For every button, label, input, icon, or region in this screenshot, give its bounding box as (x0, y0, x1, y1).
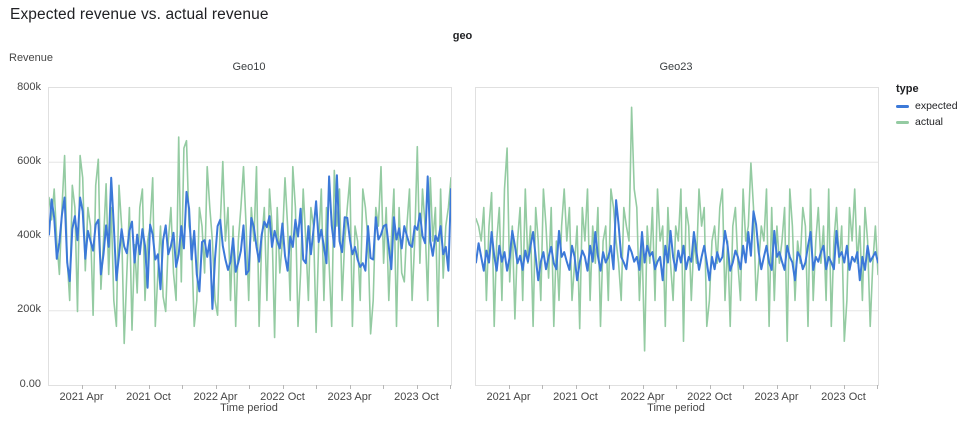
legend-title: type (896, 83, 919, 95)
x-axis-tick (609, 385, 610, 389)
x-axis-tick (182, 385, 183, 389)
x-axis-tick (877, 385, 878, 389)
x-axis-tick (575, 385, 577, 389)
x-tick-label: 2022 Oct (260, 391, 305, 403)
x-tick-label: 2021 Apr (59, 391, 104, 403)
x-axis-tick (416, 385, 418, 389)
facet-title-geo23: Geo23 (659, 61, 693, 73)
x-tick-label: 2021 Apr (486, 391, 531, 403)
expected-line-swatch-icon (896, 104, 909, 108)
x-axis-tick (709, 385, 711, 389)
x-tick-label: 2023 Oct (394, 391, 439, 403)
line-chart-geo10-canvas (49, 136, 451, 345)
legend-label-expected: expected (915, 100, 958, 112)
x-tick-label: 2022 Apr (193, 391, 238, 403)
x-axis-title-geo10: Time period (220, 402, 278, 414)
x-tick-label: 2023 Apr (754, 391, 799, 403)
x-tick-label: 2023 Oct (821, 391, 866, 403)
y-tick-0: 0.00 (19, 378, 41, 390)
x-axis-tick (249, 385, 250, 389)
x-axis-tick (115, 385, 116, 389)
facet-title-geo10: Geo10 (232, 61, 266, 73)
x-axis-tick (215, 385, 217, 389)
x-axis-tick (383, 385, 384, 389)
x-axis-tick (81, 385, 83, 389)
line-chart-geo23-canvas (476, 106, 878, 352)
y-axis-title: Revenue (9, 52, 54, 64)
chart-title: Expected revenue vs. actual revenue (10, 6, 269, 23)
x-tick-label: 2023 Apr (327, 391, 372, 403)
x-axis-title-geo23: Time period (647, 402, 705, 414)
x-tick-label: 2022 Oct (687, 391, 732, 403)
x-axis-tick (508, 385, 510, 389)
legend-item-expected[interactable]: expected (896, 100, 958, 112)
x-tick-label: 2022 Apr (620, 391, 665, 403)
x-axis-geo23: 2021 Apr 2021 Oct 2022 Apr 2022 Oct 2023 Apr… (475, 385, 878, 415)
line-chart-geo23[interactable] (475, 87, 879, 386)
x-axis-tick (843, 385, 845, 389)
x-axis-tick (676, 385, 677, 389)
line-chart-geo10[interactable] (48, 87, 452, 386)
facet-dimension-label: geo (452, 30, 473, 42)
legend: type expected actual (896, 83, 958, 132)
x-axis-tick (810, 385, 811, 389)
x-axis-tick (743, 385, 744, 389)
x-axis-tick (542, 385, 543, 389)
y-tick-400k: 400k (17, 229, 41, 241)
x-axis-geo10: 2021 Apr 2021 Oct 2022 Apr 2022 Oct 2023 Apr… (48, 385, 451, 415)
x-tick-label: 2021 Oct (126, 391, 171, 403)
x-axis-tick (282, 385, 284, 389)
y-tick-600k: 600k (17, 155, 41, 167)
actual-line-swatch-icon (896, 120, 909, 124)
x-axis-tick (642, 385, 644, 389)
x-axis-tick (316, 385, 317, 389)
x-axis-tick (148, 385, 150, 389)
legend-label-actual: actual (915, 116, 944, 128)
x-axis-tick (776, 385, 778, 389)
y-tick-800k: 800k (17, 81, 41, 93)
x-axis-tick (450, 385, 451, 389)
y-tick-200k: 200k (17, 303, 41, 315)
x-axis-tick (349, 385, 351, 389)
x-tick-label: 2021 Oct (553, 391, 598, 403)
legend-item-actual[interactable]: actual (896, 116, 958, 128)
